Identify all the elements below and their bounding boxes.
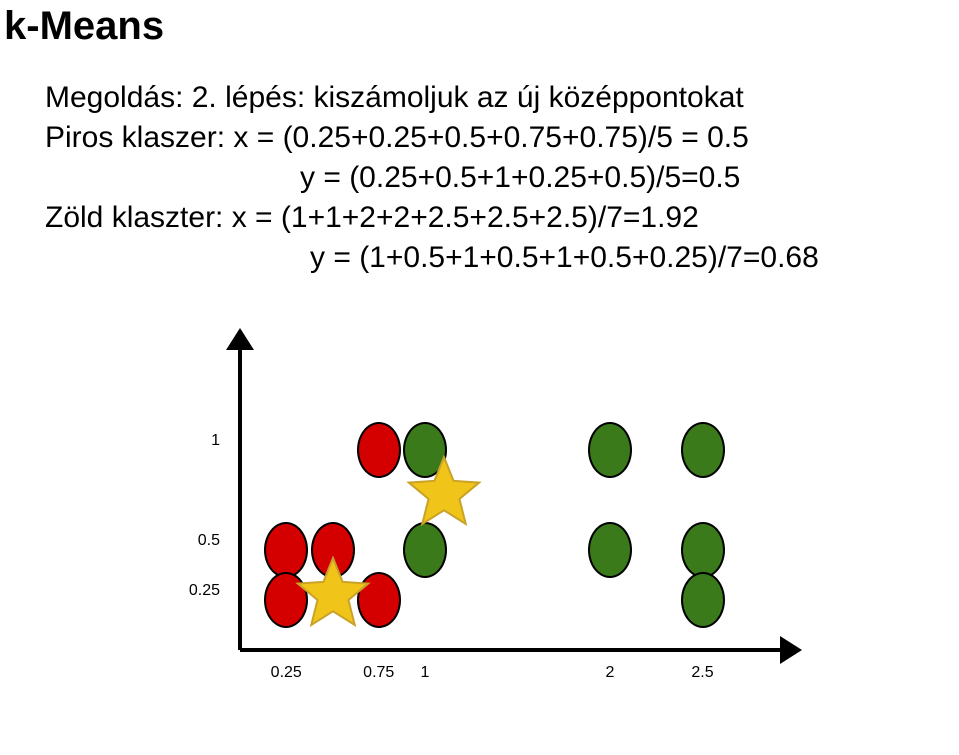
x-tick-label: 1 (390, 664, 460, 682)
data-point-green (588, 422, 632, 478)
y-tick-label: 0.25 (140, 582, 220, 600)
data-point-green (588, 522, 632, 578)
centroid-star (294, 556, 372, 634)
text-line-1: Megoldás: 2. lépés: kiszámoljuk az új kö… (45, 78, 744, 119)
x-tick-label: 2 (575, 664, 645, 682)
slide-title: k-Means (4, 4, 164, 49)
text-line-2: Piros klaszer: x = (0.25+0.25+0.5+0.75+0… (45, 118, 749, 159)
y-axis-arrow (226, 328, 254, 350)
text-line-5: y = (1+0.5+1+0.5+1+0.5+0.25)/7=0.68 (310, 238, 819, 279)
x-tick-label: 2.5 (668, 664, 738, 682)
y-axis (238, 350, 242, 650)
data-point-green (681, 522, 725, 578)
data-point-green (681, 572, 725, 628)
y-tick-label: 0.5 (140, 532, 220, 550)
x-axis-arrow (780, 636, 802, 664)
text-line-4: Zöld klaszter: x = (1+1+2+2+2.5+2.5+2.5)… (45, 198, 699, 239)
data-point-green (681, 422, 725, 478)
text-line-3: y = (0.25+0.5+1+0.25+0.5)/5=0.5 (300, 158, 740, 199)
x-tick-label: 0.25 (251, 664, 321, 682)
y-tick-label: 1 (140, 432, 220, 450)
kmeans-chart: 10.50.250.250.75122.5 (120, 350, 820, 720)
x-axis (240, 648, 780, 652)
data-point-red (357, 422, 401, 478)
centroid-star (405, 455, 483, 533)
